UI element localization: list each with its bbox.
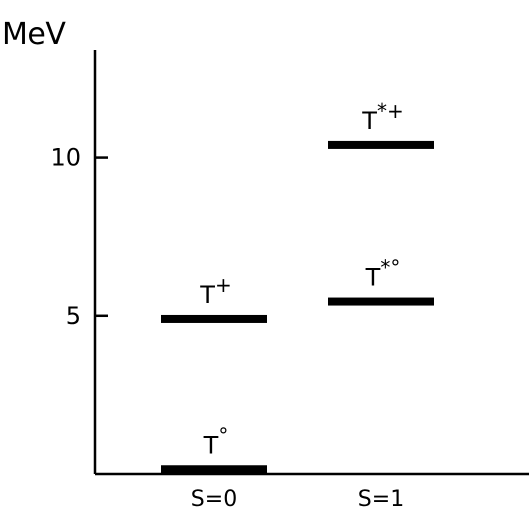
energy-level-label: T*° xyxy=(365,256,401,292)
x-category-label: S=0 xyxy=(191,487,237,512)
energy-level-label: T° xyxy=(203,423,229,459)
y-tick-label: 10 xyxy=(50,144,81,172)
energy-level-bar xyxy=(161,465,267,474)
energy-level-label: T+ xyxy=(199,273,231,309)
energy-level-bar xyxy=(161,314,267,323)
energy-level-label: T*+ xyxy=(361,99,403,135)
y-tick-label: 5 xyxy=(66,302,81,330)
energy-level-bar xyxy=(328,140,434,149)
energy-level-bar xyxy=(328,297,434,306)
energy-levels: T° T+ T*° T*+ xyxy=(161,99,434,474)
x-category-label: S=1 xyxy=(358,487,404,512)
axes xyxy=(93,50,529,476)
y-ticks: 5 10 xyxy=(50,144,108,330)
x-category-labels: S=0 S=1 xyxy=(191,487,404,512)
y-axis-unit-label: MeV xyxy=(2,17,66,52)
